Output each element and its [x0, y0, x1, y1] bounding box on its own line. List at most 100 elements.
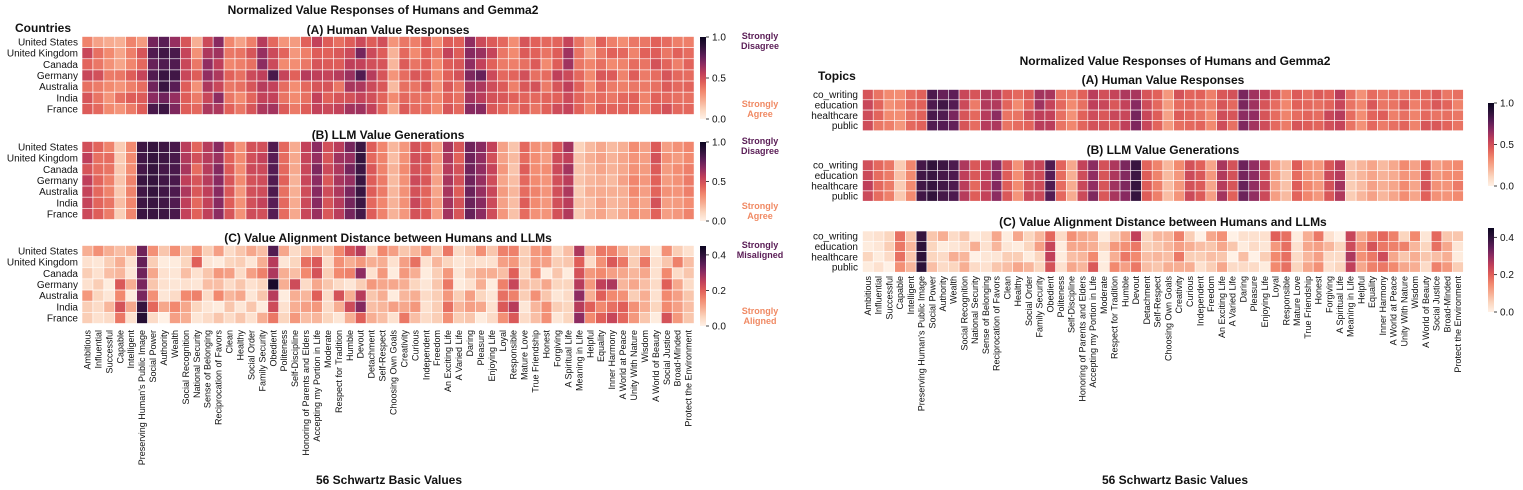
heatmap-cell [1323, 120, 1335, 132]
heatmap-cell [464, 103, 476, 115]
heatmap-cell [475, 91, 487, 104]
heatmap-cell [872, 190, 885, 202]
heatmap-cell [398, 208, 411, 220]
heatmap-cell [682, 152, 695, 165]
heatmap-cell [1087, 89, 1099, 101]
heatmap-cell [103, 312, 116, 324]
heatmap-cell [595, 141, 607, 153]
heatmap-cell [136, 163, 148, 176]
heatmap-cell [606, 245, 618, 257]
heatmap-cell [376, 256, 389, 269]
heatmap-cell [671, 152, 684, 165]
heatmap-cell [660, 58, 673, 71]
heatmap-cell [420, 289, 433, 302]
heatmap-cell [606, 196, 618, 209]
heatmap-cell [333, 152, 345, 165]
heatmap-cell [365, 185, 378, 198]
heatmap-cell [442, 141, 454, 153]
heatmap-cell [639, 163, 651, 176]
heatmap-cell [1441, 261, 1453, 273]
heatmap-cell [1291, 261, 1303, 273]
heatmap-cell [606, 256, 618, 269]
heatmap-cell [529, 103, 542, 115]
heatmap-cell [1420, 180, 1432, 192]
heatmap-cell [905, 251, 917, 263]
heatmap-cell [1280, 251, 1292, 263]
heatmap-cell [420, 47, 433, 60]
heatmap-cell [322, 69, 334, 82]
heatmap-cell [376, 174, 389, 187]
heatmap-cell [409, 80, 422, 93]
colorbar-tick-label: 0.4 [712, 250, 726, 261]
heatmap-cell [201, 185, 214, 198]
rows-heading: Countries [15, 21, 71, 35]
heatmap-cell [245, 36, 258, 48]
heatmap-cell [125, 103, 137, 115]
heatmap-cell [322, 300, 334, 313]
heatmap-cell [486, 58, 498, 71]
heatmap-cell [125, 196, 137, 209]
heatmap-cell [1312, 159, 1325, 171]
heatmap-cell [518, 80, 531, 93]
heatmap-cell [1119, 170, 1132, 181]
heatmap-cell [1409, 251, 1421, 263]
heatmap-cell [1291, 120, 1303, 132]
heatmap-cell [1377, 241, 1389, 252]
heatmap-cell [1269, 241, 1282, 252]
heatmap-cell [606, 58, 618, 71]
heatmap-cell [256, 245, 269, 257]
heatmap-cell [442, 174, 454, 187]
heatmap-cell [872, 170, 885, 181]
heatmap-cell [529, 152, 542, 165]
heatmap-cell [365, 267, 378, 280]
heatmap-cell [872, 159, 885, 171]
heatmap-cell [289, 36, 301, 48]
x-tick-label: Preserving Human's Public Image [917, 276, 927, 411]
heatmap-cell [660, 312, 673, 324]
heatmap-cell [650, 163, 662, 176]
heatmap-cell [136, 245, 148, 257]
heatmap-cell [1023, 190, 1035, 202]
heatmap-cell [333, 208, 345, 220]
heatmap-cell [1066, 89, 1078, 101]
heatmap-cell [660, 256, 673, 269]
x-tick-label: A Spiritual Life [1335, 276, 1345, 334]
heatmap-cell [1420, 230, 1432, 242]
heatmap-cell [1012, 190, 1024, 202]
heatmap-cell [639, 267, 651, 280]
heatmap-cell [1173, 120, 1185, 132]
heatmap-cell [595, 80, 607, 93]
heatmap-cell [354, 267, 367, 280]
heatmap-cell [256, 58, 269, 71]
heatmap-cell [453, 185, 465, 198]
heatmap-cell [1087, 99, 1099, 111]
heatmap-cell [322, 267, 334, 280]
heatmap-cell [660, 208, 673, 220]
heatmap-cell [551, 289, 564, 302]
heatmap-cell [1248, 109, 1260, 121]
heatmap-cell [883, 159, 895, 171]
row-label: Germany [37, 280, 78, 291]
heatmap-cell [529, 91, 542, 104]
heatmap-cell [486, 267, 498, 280]
heatmap-cell [1066, 170, 1078, 181]
heatmap-cell [398, 196, 411, 209]
heatmap-cell [573, 185, 586, 198]
heatmap-cell [1023, 230, 1035, 242]
heatmap-cell [1441, 109, 1453, 121]
heatmap-cell [453, 196, 465, 209]
heatmap-cell [1334, 230, 1346, 242]
x-tick-label: Choosing Own Goals [1163, 276, 1173, 362]
heatmap-cell [497, 245, 509, 257]
colorbar-annotation-bottom: Strongly [742, 306, 779, 316]
heatmap-cell [475, 208, 487, 220]
x-tick-label: True Friendship [531, 330, 541, 393]
heatmap-cell [333, 58, 345, 71]
heatmap-cell [311, 289, 323, 302]
heatmap-cell [1334, 261, 1346, 273]
heatmap-cell [234, 196, 247, 209]
heatmap-cell [1227, 99, 1239, 111]
x-tick-label: A World of Beauty [1421, 276, 1431, 348]
heatmap-cell [584, 278, 597, 291]
heatmap-cell [639, 256, 651, 269]
